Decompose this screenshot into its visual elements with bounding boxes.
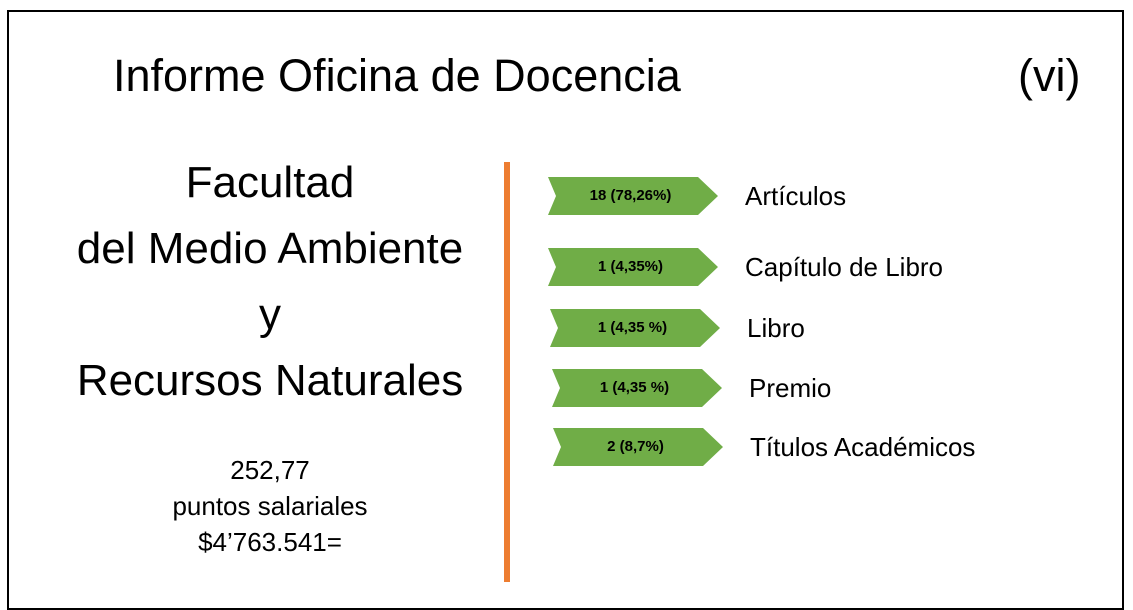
item-name: Premio (749, 373, 832, 403)
faculty-name: Facultad del Medio Ambiente y Recursos Natu… (20, 150, 520, 414)
item-name: Libro (747, 313, 805, 343)
item-label: 2 (8,7%) (607, 438, 664, 455)
faculty-line: del Medio Ambiente (76, 224, 464, 273)
divider (504, 162, 510, 582)
chevron (548, 177, 718, 215)
faculty-line: Recursos Naturales (76, 356, 464, 405)
item-label: 1 (4,35 %) (597, 319, 668, 336)
chevron (548, 248, 718, 286)
stats-line: $4’763.541= (198, 527, 342, 557)
faculty-line: y (259, 290, 281, 339)
stats-line: puntos salariales (172, 491, 368, 521)
page-number: (vi) (1018, 50, 1081, 101)
item-label: 1 (4,35%) (597, 258, 664, 275)
chevron-shape (550, 309, 720, 347)
stats-line: 252,77 (230, 455, 310, 485)
slide: Informe Oficina de Docencia (vi) Faculta… (7, 10, 1124, 610)
item-name: Capítulo de Libro (745, 252, 944, 282)
chevron (552, 369, 722, 407)
chevron (553, 428, 723, 466)
title: Informe Oficina de Docencia (113, 50, 681, 101)
stats: 252,77 puntos salariales $4’763.541= (120, 452, 420, 560)
item-label: 18 (78,26%) (589, 187, 672, 204)
item-name: Artículos (745, 181, 847, 211)
item-label: 1 (4,35 %) (599, 379, 670, 396)
chevron-shape (552, 369, 722, 407)
chevron (550, 309, 720, 347)
chevron-shape (548, 177, 718, 215)
chevron-shape (548, 248, 718, 286)
item-name: Títulos Académicos (750, 432, 976, 462)
faculty-line: Facultad (185, 158, 355, 207)
chevron-shape (553, 428, 723, 466)
